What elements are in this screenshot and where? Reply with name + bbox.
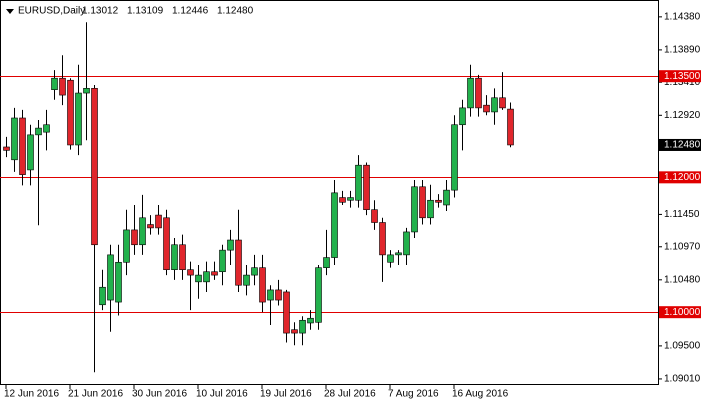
ohlc-value: 1.12446 [172, 6, 209, 17]
x-tick-label: 30 Jun 2016 [132, 389, 187, 400]
level-label: 1.13500 [664, 71, 701, 82]
candle-body [291, 329, 298, 334]
candle-body [491, 97, 498, 113]
level-label-box [659, 171, 701, 184]
candle-body [91, 88, 98, 246]
candle-body [259, 267, 266, 303]
candle-body [59, 77, 66, 96]
candle-body [163, 217, 170, 271]
candle-body [235, 239, 242, 286]
x-tick-label: 12 Jun 2016 [4, 389, 59, 400]
candle-body [299, 319, 306, 334]
level-label-box [659, 306, 701, 319]
candle-body [107, 254, 114, 301]
candle-body [11, 117, 18, 161]
candle-body [243, 274, 250, 286]
candle-body [211, 271, 218, 276]
candle-body [123, 229, 130, 263]
current-price-label: 1.12480 [664, 140, 701, 151]
candle-body [467, 77, 474, 109]
candle-body [307, 317, 314, 324]
candle-body [379, 222, 386, 256]
candle-body [499, 97, 506, 109]
candle-body [267, 289, 274, 301]
candle-body [3, 146, 10, 151]
candle-body [403, 231, 410, 256]
candle-body [355, 164, 362, 201]
candle-body [347, 197, 354, 201]
candle-body [315, 267, 322, 323]
candle-body [83, 88, 90, 94]
candle-body [339, 197, 346, 203]
candle-body [75, 92, 82, 146]
x-tick-label: 21 Jun 2016 [68, 389, 123, 400]
level-label: 1.10000 [664, 307, 701, 318]
candle-body [171, 244, 178, 271]
candle-body [187, 269, 194, 276]
candle-body [27, 134, 34, 171]
y-tick-label: 1.11450 [664, 209, 700, 220]
candle-body [51, 77, 58, 90]
candle-body [427, 199, 434, 219]
symbol-title: EURUSD,Daily [18, 6, 85, 17]
x-tick-label: 10 Jul 2016 [196, 389, 248, 400]
ohlc-value: 1.13012 [82, 6, 119, 17]
y-tick-label: 1.12920 [664, 110, 701, 121]
x-tick-label: 28 Jul 2016 [324, 389, 376, 400]
candle-body [371, 209, 378, 223]
y-tick-label: 1.09500 [664, 341, 701, 352]
candle-body [483, 104, 490, 113]
candle-body [475, 77, 482, 109]
candle-body [459, 107, 466, 126]
x-tick-label: 16 Aug 2016 [452, 389, 509, 400]
y-tick-label: 1.10970 [664, 241, 701, 252]
candle-body [99, 286, 106, 306]
y-tick-label: 1.13410 [664, 77, 701, 88]
x-tick-label: 7 Aug 2016 [388, 389, 439, 400]
candle-body [387, 254, 394, 263]
y-tick-label: 1.13890 [664, 45, 701, 56]
candle-body [155, 214, 162, 229]
current-price-box [659, 138, 701, 151]
candle-body [251, 267, 258, 276]
candle-body [275, 289, 282, 301]
x-tick-label: 19 Jul 2016 [260, 389, 312, 400]
candle-body [507, 108, 514, 146]
candle-body [443, 189, 450, 206]
y-tick-label: 1.14380 [664, 11, 701, 22]
candle-body [147, 224, 154, 229]
candle-body [179, 244, 186, 271]
y-tick-label: 1.09010 [664, 374, 701, 385]
level-label-box [659, 70, 701, 83]
candle-body [203, 271, 210, 283]
candle-body [331, 192, 338, 258]
candle-body [43, 124, 50, 133]
candle-body [115, 261, 122, 303]
candle-body [227, 239, 234, 251]
candle-body [363, 164, 370, 210]
candle-body [35, 127, 42, 136]
candle-body [219, 249, 226, 273]
ohlc-value: 1.13109 [127, 6, 164, 17]
candle-body [419, 186, 426, 219]
candle-body [19, 117, 26, 175]
candle-body [195, 274, 202, 283]
candle-body [451, 124, 458, 191]
candle-body [323, 257, 330, 268]
ohlc-value: 1.12480 [217, 6, 254, 17]
candle-body [283, 291, 290, 334]
plot-frame [0, 0, 659, 385]
candle-body [67, 79, 74, 146]
candle-body [411, 186, 418, 233]
candle-body [139, 217, 146, 246]
candle-body [435, 199, 442, 203]
y-tick-label: 1.10480 [664, 274, 701, 285]
menu-arrow[interactable] [6, 9, 14, 14]
level-label: 1.12000 [664, 172, 701, 183]
candle-body [131, 229, 138, 246]
candle-body [395, 252, 402, 256]
